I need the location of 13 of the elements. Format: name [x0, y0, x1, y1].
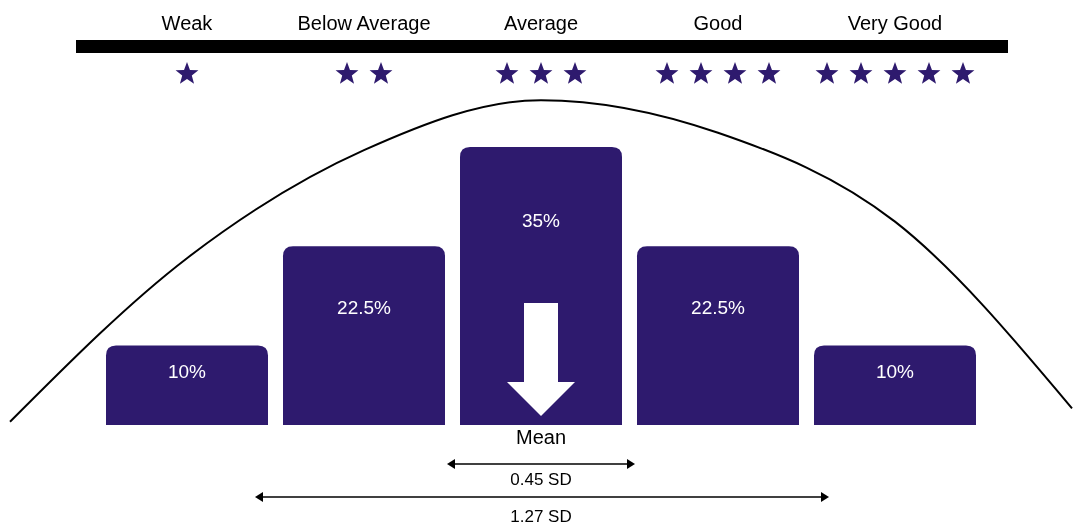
x-tick-label: Weak	[161, 12, 214, 35]
data-label: 10%	[875, 361, 915, 383]
text: Mean	[515, 426, 567, 449]
data-label: 22.5%	[337, 296, 392, 318]
text: 1.27 SD	[510, 507, 572, 526]
data-label: 10%	[167, 361, 207, 383]
data-label: 22.5%	[691, 296, 746, 318]
text: 0.45 SD	[510, 470, 572, 490]
x-tick-label: Very Good	[847, 12, 943, 35]
x-tick-label: Below Average	[297, 12, 431, 35]
data-label: 35%	[521, 210, 561, 232]
x-tick-label: Average	[503, 12, 579, 35]
x-tick-label: Good	[693, 12, 743, 35]
